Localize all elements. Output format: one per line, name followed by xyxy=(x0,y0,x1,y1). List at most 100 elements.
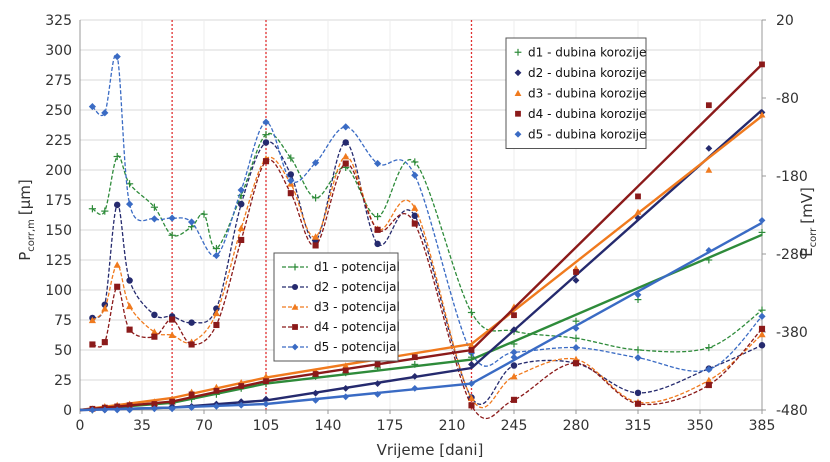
potential-point xyxy=(113,201,121,209)
depth-point xyxy=(510,326,518,333)
depth-point xyxy=(238,383,245,389)
y-right-axis-title: Ecorr [mV] xyxy=(798,187,819,257)
potential-point xyxy=(312,159,320,167)
potential-point xyxy=(510,396,518,403)
depth-point xyxy=(468,361,475,368)
potential-point xyxy=(468,402,475,409)
potential-point xyxy=(200,210,208,218)
x-tick-label: 175 xyxy=(377,418,404,434)
depth-point xyxy=(213,387,220,394)
legend-entry-label: d4 - potencijal xyxy=(314,320,400,334)
potential-point xyxy=(262,158,270,165)
legend-entry-label: d5 - dubina korozije xyxy=(528,127,646,141)
y-right-tick-label: -280 xyxy=(776,247,808,263)
depth-point xyxy=(634,214,642,222)
depth-point xyxy=(151,401,158,407)
y-left-tick-label: 275 xyxy=(45,73,72,89)
depth-point xyxy=(113,406,121,414)
potential-point xyxy=(467,394,476,402)
legend-frame xyxy=(505,37,647,149)
potential-point xyxy=(101,207,109,215)
potential-point xyxy=(342,123,350,131)
y-left-axis-title: Pcorr,m [µm] xyxy=(16,179,37,261)
y-left-tick-label: 125 xyxy=(45,253,72,269)
potential-point xyxy=(212,244,220,253)
y-left-tick-label: 300 xyxy=(45,43,72,59)
depth-point xyxy=(572,277,580,284)
potential-point xyxy=(634,346,642,354)
depth-point xyxy=(572,325,580,332)
potential-point xyxy=(572,344,580,352)
legend-entry-label: d3 - potencijal xyxy=(314,300,400,314)
depth-series xyxy=(79,61,766,414)
potential-point xyxy=(150,215,158,223)
depth-point xyxy=(114,403,121,410)
potential-line xyxy=(92,159,763,420)
x-tick-label: 280 xyxy=(563,418,590,434)
potential-point xyxy=(113,53,121,61)
x-tick-label: 245 xyxy=(501,418,528,434)
y-left-tick-label: 200 xyxy=(45,163,72,179)
potential-point xyxy=(342,160,349,167)
depth-point xyxy=(312,371,319,377)
potential-point xyxy=(212,251,220,260)
potential-series-3 xyxy=(88,152,766,409)
potential-point xyxy=(287,190,294,197)
potential-line xyxy=(92,132,763,353)
potential-point xyxy=(758,330,766,338)
depth-point xyxy=(411,361,419,368)
y-left-tick-label: 250 xyxy=(45,103,72,119)
potential-point xyxy=(411,220,418,227)
depth-point xyxy=(169,398,176,405)
axes: 0 35 70 105 140 175 210 245 280 315 350 385 0 25 50 75 1… xyxy=(45,13,808,434)
depth-point xyxy=(468,353,475,361)
potential-point xyxy=(758,342,766,349)
potential-point xyxy=(312,233,320,240)
depth-point xyxy=(126,406,133,414)
potential-point xyxy=(188,218,196,226)
depth-point xyxy=(511,312,517,319)
potential-point xyxy=(150,203,158,211)
potential-point xyxy=(287,154,295,162)
potential-point xyxy=(262,118,270,126)
potential-point xyxy=(411,171,419,179)
potential-point xyxy=(126,326,133,333)
legend-swatch-marker xyxy=(514,48,522,56)
potential-point xyxy=(188,319,195,326)
x-tick-label: 140 xyxy=(315,418,342,434)
depth-point xyxy=(573,269,579,275)
depth-point xyxy=(759,61,765,68)
legend-entry-label: d4 - dubina korozije xyxy=(528,107,646,121)
potential-point xyxy=(101,301,109,308)
potential-point xyxy=(169,316,176,323)
potential-point xyxy=(705,365,713,374)
legend-entry-label: d3 - dubina korozije xyxy=(528,86,646,100)
svg-text:Pcorr,m[µm]: Pcorr,m [µm] xyxy=(16,179,37,261)
potential-point xyxy=(705,376,713,384)
y-right-title-sub: corr xyxy=(808,227,819,248)
y-left-title-unit: [µm] xyxy=(16,179,34,215)
x-tick-label: 0 xyxy=(76,418,85,434)
potential-point xyxy=(510,372,518,380)
potential-point xyxy=(150,328,158,335)
potential-point xyxy=(411,212,419,220)
depth-point xyxy=(705,256,713,264)
depth-trend-line xyxy=(79,233,763,412)
legend-swatch-marker xyxy=(514,69,522,77)
y-left-tick-label: 0 xyxy=(63,403,72,419)
legend-entry-label: d2 - potencijal xyxy=(314,280,400,294)
y-right-tick-label: -180 xyxy=(776,169,808,185)
depth-point xyxy=(705,102,712,109)
potential-point xyxy=(467,308,476,317)
x-tick-label: 70 xyxy=(195,418,213,434)
legend-entry-label: d1 - dubina korozije xyxy=(528,45,646,59)
potential-point xyxy=(342,152,350,160)
y-left-tick-label: 325 xyxy=(45,13,72,29)
depth-point xyxy=(705,145,713,152)
potential-point xyxy=(758,306,766,314)
y-right-title-main: E xyxy=(798,247,816,256)
y-left-title-main: P xyxy=(16,252,34,261)
depth-point xyxy=(411,385,419,392)
potential-point xyxy=(262,131,270,139)
